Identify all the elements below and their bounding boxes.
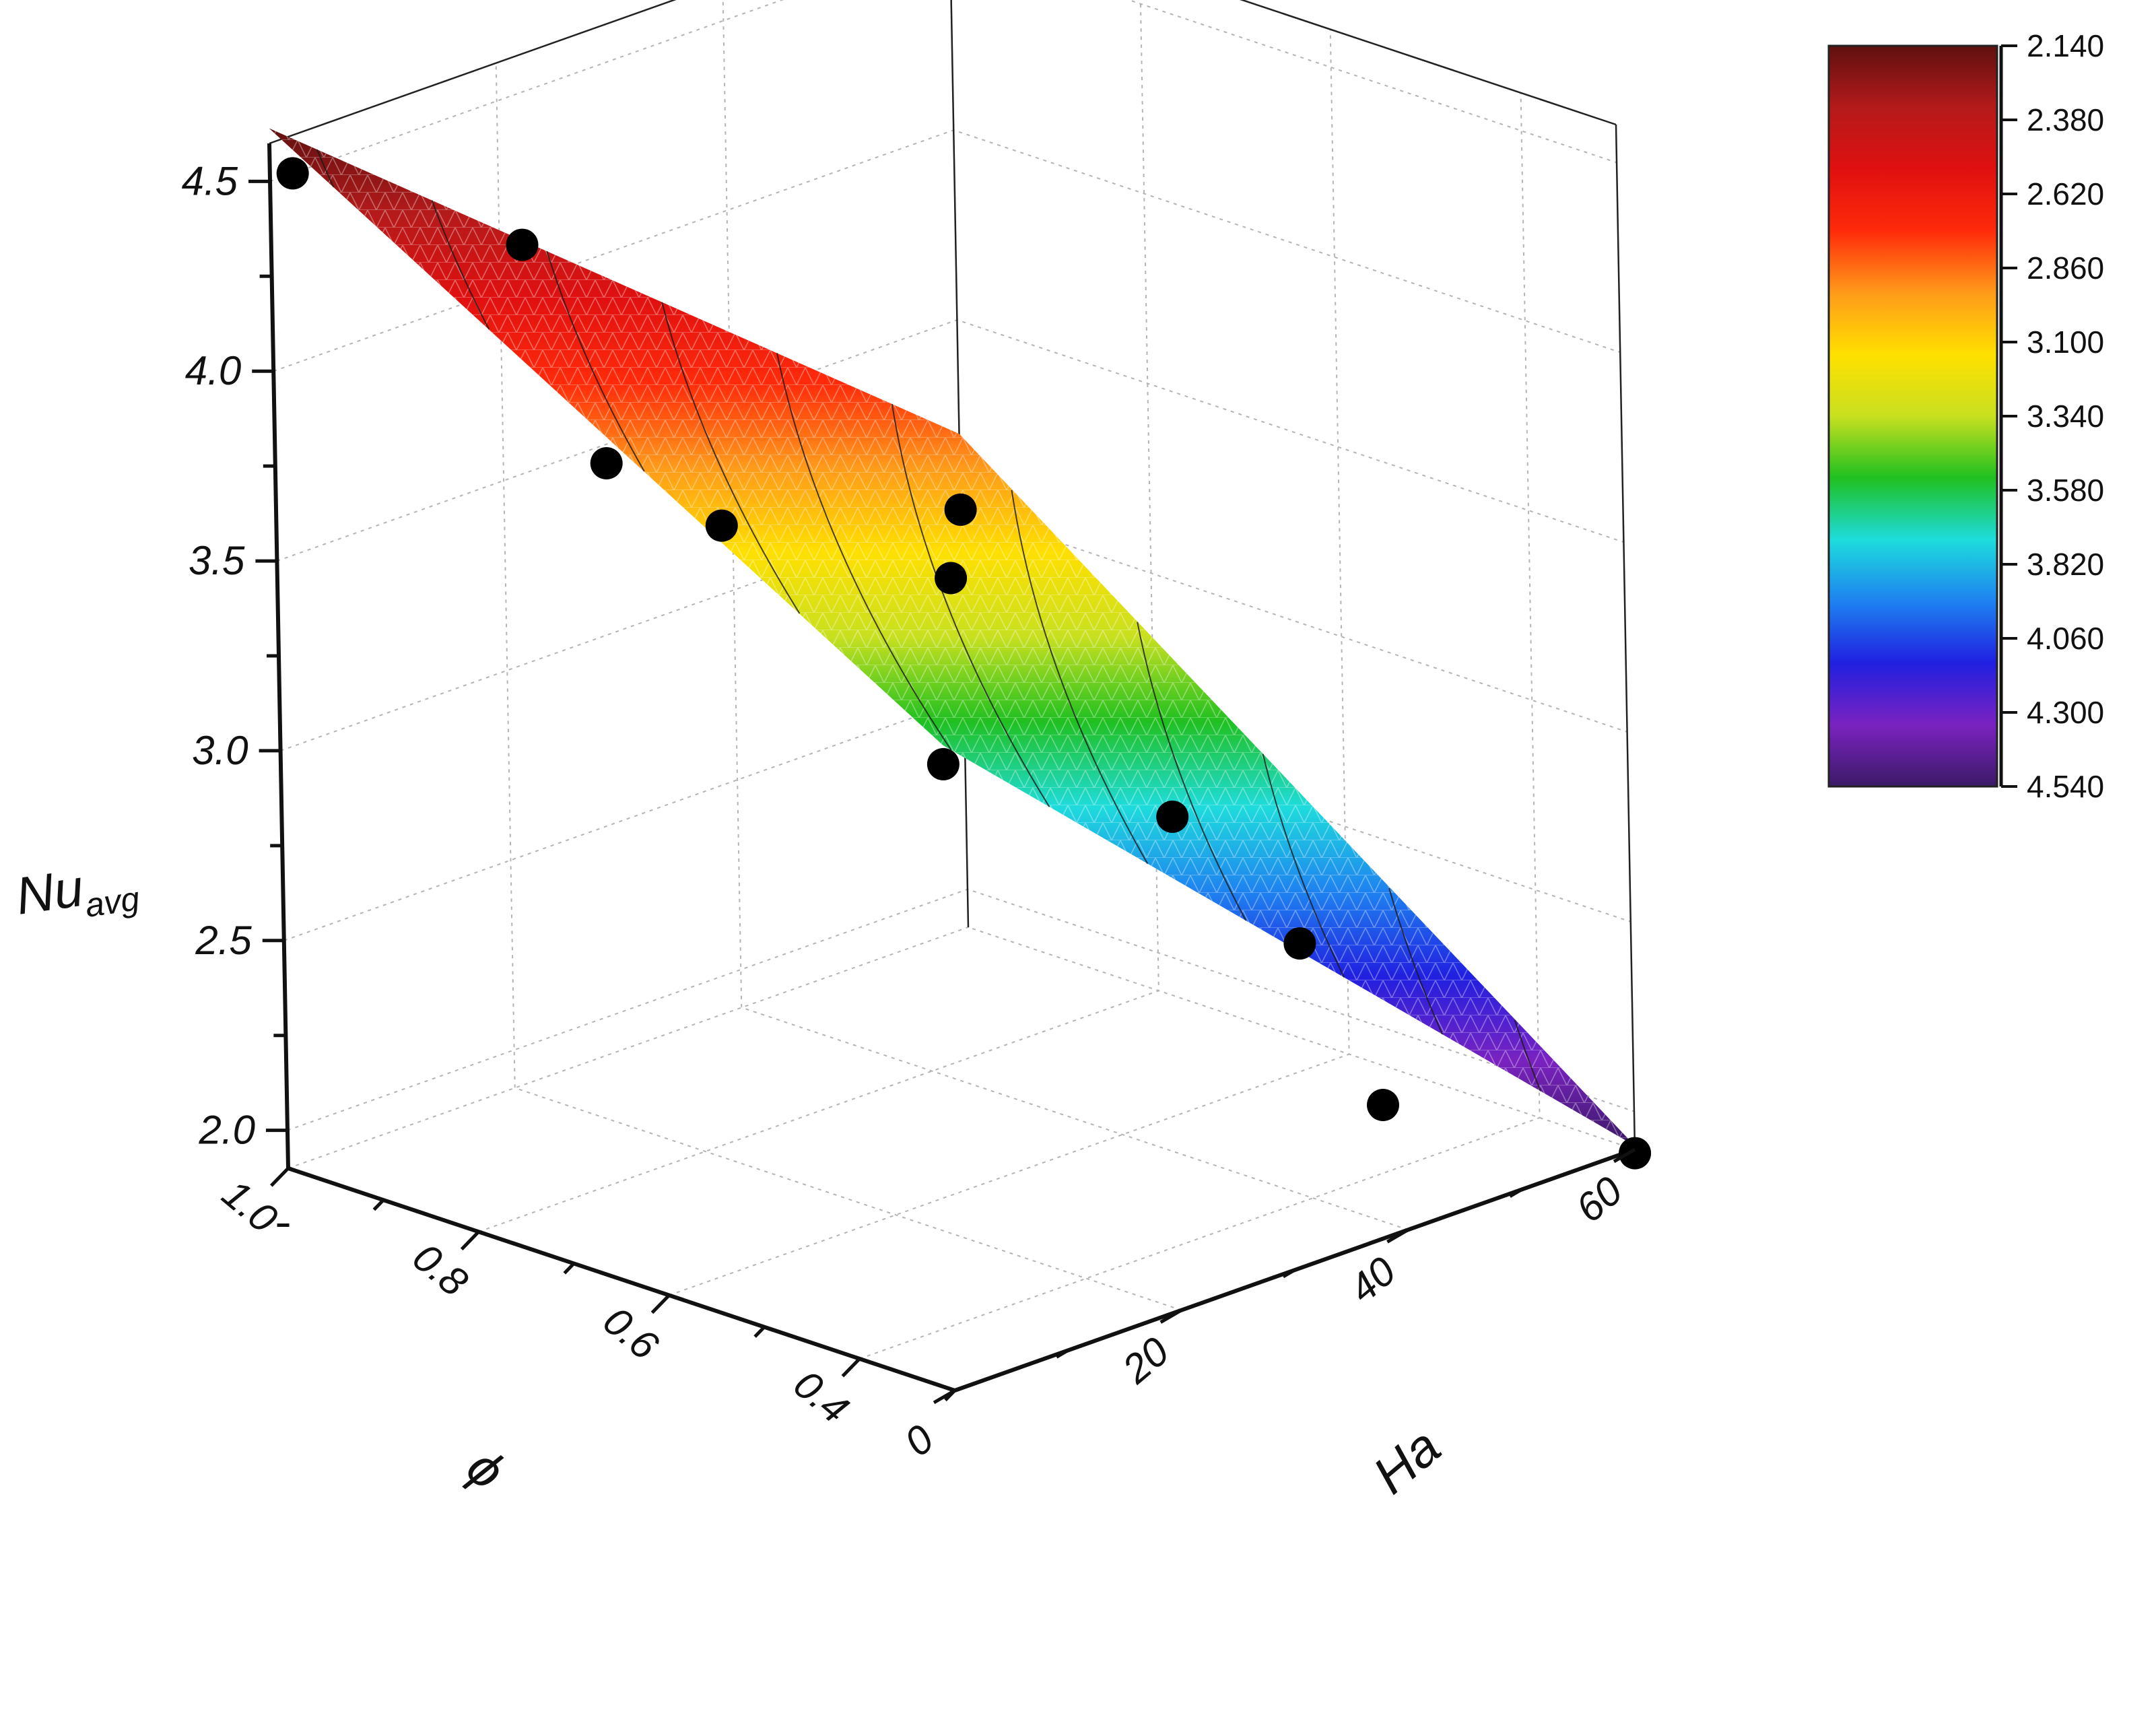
contour-line: [1514, 1019, 1542, 1092]
data-point: [506, 228, 539, 261]
data-point: [590, 447, 623, 479]
x-tick-label: 0: [896, 1416, 943, 1465]
x-minor-tick: [1282, 1268, 1296, 1279]
surface-mesh: [269, 128, 1635, 1146]
colorbar: 2.140 2.380 2.620 2.860 3.100 3.340 3.580 3.820…: [1827, 28, 2104, 804]
colorbar-label: 3.580: [2027, 473, 2104, 508]
y-major-tick: [460, 1230, 480, 1250]
data-point: [1156, 800, 1189, 833]
data-point: [1367, 1089, 1399, 1121]
y-gridline: [669, 29, 1350, 1296]
y-axis-title: ϕ: [456, 1437, 516, 1501]
x-minor-tick: [1055, 1349, 1069, 1359]
colorbar-label: 2.620: [2027, 176, 2104, 211]
x-tick-label: 40: [1341, 1248, 1404, 1312]
colorbar-label: 2.380: [2027, 102, 2104, 137]
y-axis-line: [288, 1166, 955, 1393]
colorbar-label: 3.340: [2027, 399, 2104, 434]
contour-line: [431, 200, 490, 330]
contour-line: [1011, 490, 1149, 865]
data-point: [1619, 1137, 1652, 1170]
contour-line: [1137, 622, 1247, 921]
fitted-surface: [269, 128, 1635, 1146]
y-minor-tick: [563, 1262, 576, 1275]
contour-line: [1262, 753, 1345, 978]
z-tick-label: 2.0: [199, 1108, 255, 1153]
y-minor-tick: [372, 1199, 385, 1211]
data-point: [705, 509, 738, 542]
colorbar-frame: [1827, 44, 1998, 788]
y-major-tick: [650, 1294, 671, 1314]
x-major-tick: [1386, 1228, 1409, 1244]
colorbar-label: 4.300: [2027, 695, 2104, 730]
x-major-tick: [1613, 1147, 1636, 1164]
colorbar-label: 4.060: [2027, 621, 2104, 656]
y-major-tick: [270, 1167, 290, 1187]
y-major-tick: [841, 1357, 861, 1378]
z-tick-label: 3.5: [189, 538, 245, 583]
colorbar-label: 4.540: [2027, 769, 2104, 804]
data-point: [944, 493, 977, 526]
colorbar-label: 3.100: [2027, 325, 2104, 360]
z-axis-title: Nuavg: [12, 850, 142, 934]
data-point: [1283, 927, 1316, 960]
frame-edge: [1240, 0, 1617, 126]
data-point: [927, 747, 959, 780]
contour-line: [891, 403, 1050, 807]
contour-line: [1388, 887, 1444, 1035]
contour-line: [661, 302, 801, 614]
colorbar-label: 2.140: [2027, 28, 2104, 63]
z-tick-label: 4.5: [182, 158, 238, 203]
colorbar-label: 2.860: [2027, 250, 2104, 286]
frame-edge: [1615, 124, 1636, 1150]
x-axis-title: Ha: [1361, 1417, 1451, 1506]
data-point: [935, 562, 968, 595]
contour-line: [776, 353, 952, 751]
contour-line: [316, 149, 335, 188]
x-major-tick: [1159, 1308, 1182, 1324]
x-tick-label: 60: [1568, 1168, 1631, 1231]
z-tick-label: 4.0: [185, 348, 241, 393]
x-tick-label: 20: [1114, 1329, 1178, 1393]
x-minor-tick: [1509, 1188, 1522, 1198]
frame-edge: [269, 0, 677, 145]
contour-line: [546, 250, 645, 472]
colorbar-gradient: [1829, 46, 1997, 786]
colorbar-label: 3.820: [2027, 547, 2104, 582]
y-gridline: [859, 92, 1541, 1360]
data-points: [276, 157, 1652, 1170]
y-minor-tick: [753, 1325, 766, 1338]
z-tick-label: 2.5: [195, 918, 252, 963]
y-minor-tick: [944, 1389, 956, 1402]
z-gridline: [269, 0, 1617, 182]
z-tick-label: 3.0: [192, 728, 248, 773]
data-point: [276, 157, 309, 190]
y-gridline: [478, 0, 1159, 1233]
